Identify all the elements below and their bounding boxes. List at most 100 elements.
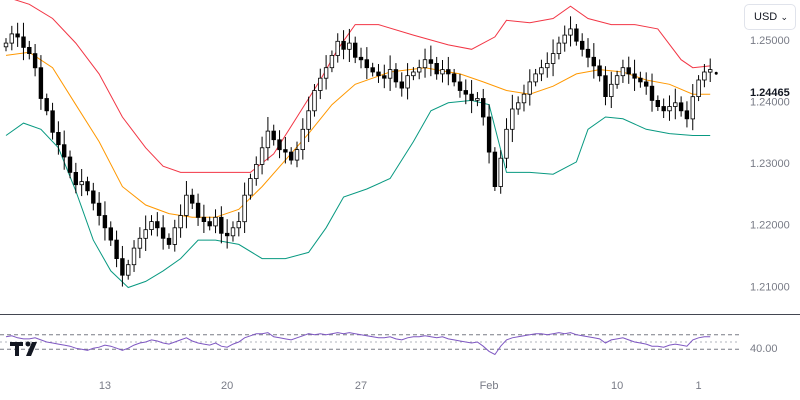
rsi-axis-tick: 40.00	[750, 343, 778, 355]
candle-body	[562, 34, 567, 44]
candle	[638, 71, 643, 88]
price-axis: 1.21000 1.22000 1.23000 1.24000 1.25000	[750, 35, 790, 293]
candle	[393, 63, 399, 88]
candle	[108, 221, 113, 246]
candle	[655, 95, 660, 111]
candle-body	[352, 42, 358, 58]
candle	[207, 216, 212, 231]
price-pane[interactable]: 1.21000 1.22000 1.23000 1.24000 1.25000 1.24…	[3, 0, 790, 293]
candle	[568, 16, 573, 47]
candle-body	[178, 215, 183, 229]
candle-body	[254, 163, 259, 179]
candle-body	[614, 75, 620, 85]
candle-body	[347, 42, 352, 50]
candle	[242, 182, 247, 234]
candle	[521, 84, 527, 112]
candle-body	[673, 102, 678, 107]
candle	[603, 66, 608, 106]
candle	[539, 59, 544, 82]
candle-body	[201, 216, 207, 223]
candle	[556, 36, 562, 60]
rsi-guides	[0, 334, 740, 350]
time-axis-tick: 1	[696, 380, 702, 392]
rsi-line	[5, 332, 711, 356]
rsi-pane[interactable]: 40.00	[0, 332, 778, 356]
price-axis-tick: 1.21000	[750, 281, 790, 293]
currency-select[interactable]: USD ⌄	[744, 4, 796, 30]
candle-body	[516, 102, 521, 110]
candle-body	[463, 90, 468, 95]
candle-body	[504, 128, 509, 159]
candle	[434, 56, 439, 80]
candle	[690, 84, 695, 131]
candle-body	[56, 131, 61, 146]
candle	[62, 130, 67, 170]
candle-body	[85, 181, 90, 192]
candle	[545, 52, 550, 78]
candle-body	[160, 227, 166, 239]
candle-body	[492, 151, 498, 188]
candle-body	[556, 42, 562, 54]
candle-body	[486, 116, 492, 153]
candles	[3, 16, 713, 287]
candle	[341, 30, 346, 60]
candle-body	[684, 110, 690, 120]
candle	[626, 56, 631, 84]
candle	[318, 68, 323, 100]
candle-body	[568, 28, 573, 36]
candle	[236, 212, 241, 237]
candle-body	[184, 194, 189, 216]
candle-body	[638, 77, 643, 83]
candle-body	[545, 63, 550, 69]
price-axis-tick: 1.24000	[750, 97, 790, 109]
candle-body	[690, 96, 695, 120]
candle	[160, 215, 166, 250]
candle	[114, 230, 119, 268]
candle-body	[632, 73, 637, 79]
candle-body	[73, 171, 78, 186]
candle-body	[143, 229, 148, 239]
tradingview-logo[interactable]	[10, 339, 44, 364]
last-price-dot	[714, 71, 718, 75]
candle	[614, 70, 620, 89]
candle-body	[609, 83, 614, 98]
current-price-label: 1.24465	[750, 87, 790, 99]
candle	[131, 240, 137, 272]
candle	[574, 24, 579, 46]
candle	[300, 118, 305, 160]
candle	[50, 102, 55, 140]
candle	[265, 116, 271, 161]
candle	[405, 63, 410, 100]
candle-body	[15, 33, 20, 38]
candle-body	[416, 67, 422, 73]
candle-body	[155, 221, 160, 229]
candle	[580, 33, 585, 57]
candle	[673, 88, 678, 120]
candle-body	[318, 77, 323, 91]
candle	[67, 150, 73, 179]
candle-body	[323, 67, 329, 79]
candle	[527, 69, 532, 106]
candle	[323, 55, 329, 90]
candle-body	[120, 258, 125, 276]
candle	[486, 104, 492, 164]
candle-body	[387, 69, 393, 79]
candle-body	[661, 106, 666, 112]
time-axis-tick: Feb	[480, 380, 499, 392]
candle	[661, 98, 666, 119]
candle-body	[603, 75, 608, 97]
candle	[480, 88, 486, 126]
candle-body	[9, 33, 14, 44]
candle-body	[341, 40, 346, 50]
chevron-down-icon: ⌄	[780, 11, 788, 22]
candle	[143, 215, 148, 252]
candle-body	[702, 71, 707, 81]
candle	[259, 136, 265, 175]
candle-body	[533, 73, 538, 83]
time-axis-tick: 13	[99, 380, 111, 392]
candle-body	[277, 139, 282, 151]
candle-body	[370, 67, 375, 73]
candle	[684, 101, 690, 128]
candle	[440, 60, 445, 83]
